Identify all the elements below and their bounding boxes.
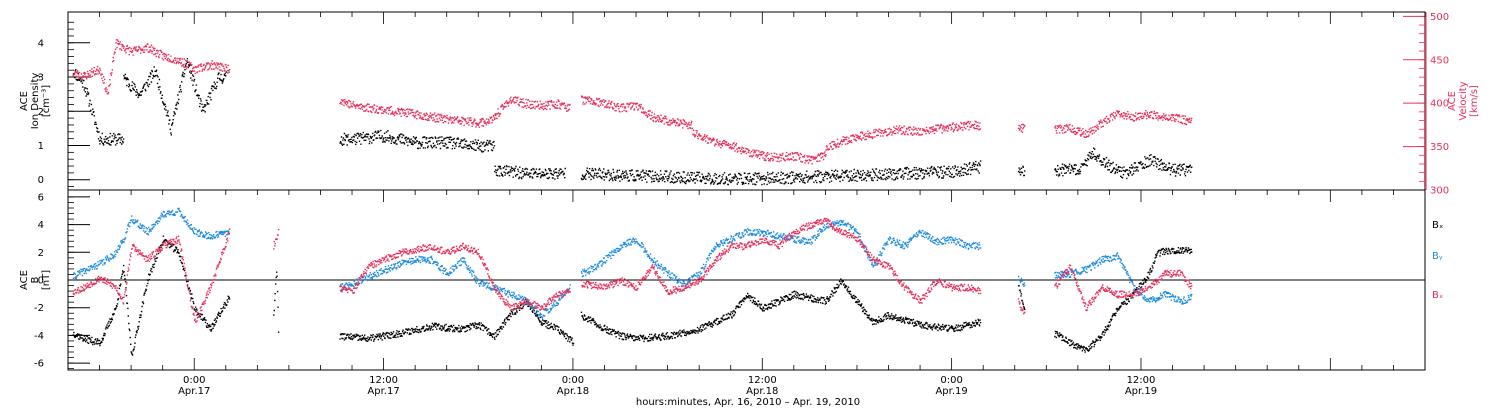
x-tick-time: 0:00	[940, 375, 962, 386]
x-tick-date: Apr.17	[367, 386, 399, 397]
velocity-axis-label: ACEVelocity[km/s]	[1447, 81, 1480, 120]
series-bz-segment-4	[1017, 298, 1026, 315]
x-tick-date: Apr.17	[178, 386, 210, 397]
series-density-segment-2	[339, 129, 496, 153]
x-tick-date: Apr.19	[935, 386, 967, 397]
velocity-tick-label: 400	[1430, 99, 1449, 110]
series-by-segment-4	[1054, 252, 1193, 305]
series-density-segment-4	[580, 160, 982, 186]
velocity-tick-label: 300	[1430, 186, 1449, 197]
field-tick-label: -6	[34, 359, 44, 370]
field-tick-label: 4	[38, 220, 44, 231]
density-tick-label: 4	[38, 38, 44, 49]
density-tick-label: 3	[38, 73, 44, 84]
series-velocity-segment-4	[691, 127, 827, 165]
field-label-line: ACE	[19, 270, 30, 290]
x-axis-label: hours:minutes, Apr. 16, 2010 – Apr. 19, …	[636, 397, 860, 408]
time-axis: 0:00Apr.1712:00Apr.170:00Apr.1812:00Apr.…	[67, 12, 1426, 397]
series-by	[72, 207, 1193, 319]
x-tick-time: 12:00	[748, 375, 777, 386]
x-tick-date: Apr.19	[1125, 386, 1157, 397]
series-density-segment-3	[494, 165, 566, 180]
x-tick-time: 0:00	[183, 375, 205, 386]
legend-bx: Bₓ	[1432, 220, 1443, 231]
series-bz	[72, 217, 1193, 323]
series-density-segment-5	[1017, 165, 1026, 177]
series-velocity-segment-6	[1017, 123, 1026, 133]
field-axis-label: ACEB[nT]	[19, 270, 52, 290]
legend-by: Bᵧ	[1432, 251, 1443, 262]
series-density-segment-6	[1054, 147, 1193, 180]
x-tick-time: 0:00	[562, 375, 584, 386]
density-axis-label: ACEIon Density[cm⁻³]	[19, 73, 52, 130]
series-velocity-segment-3	[580, 95, 693, 130]
legend-bz: Bₓ	[1432, 290, 1443, 301]
velocity-label-line: [km/s]	[1469, 85, 1480, 117]
series-bx-segment-3	[580, 278, 982, 343]
series-velocity-segment-2	[494, 96, 571, 120]
density-label-line: ACE	[19, 91, 30, 111]
series-bz-segment-2	[339, 242, 571, 311]
series-bz-segment-1	[273, 228, 280, 250]
series-velocity-segment-1	[339, 99, 496, 128]
series-bx-segment-0	[72, 235, 231, 356]
density-label-line: [cm⁻³]	[41, 85, 52, 117]
velocity-tick-label: 350	[1430, 142, 1449, 153]
top-panel-frame	[67, 11, 1426, 191]
velocity-tick-label: 500	[1430, 12, 1449, 23]
density-tick-label: 1	[38, 141, 44, 152]
series-by-segment-2	[580, 219, 982, 288]
series-bx	[72, 235, 1193, 356]
series-bx-segment-2	[339, 298, 575, 346]
series-velocity	[72, 39, 1193, 165]
x-tick-date: Apr.18	[746, 386, 778, 397]
velocity-axis-line	[1425, 12, 1427, 190]
series-bx-segment-4	[1017, 285, 1026, 311]
series-bz-segment-3	[580, 217, 982, 304]
series-density-segment-0	[72, 69, 125, 146]
density-tick-label: 0	[38, 175, 44, 186]
field-tick-label: 6	[38, 192, 44, 203]
series-bz-segment-0	[72, 228, 231, 323]
series-bx-segment-1	[273, 271, 280, 333]
series-velocity-segment-7	[1054, 110, 1193, 138]
series-velocity-segment-0	[72, 39, 231, 95]
density-label-line: Ion Density	[30, 73, 41, 130]
field-tick-label: 2	[38, 248, 44, 259]
field-label-line: [nT]	[41, 270, 52, 290]
x-tick-time: 12:00	[369, 375, 398, 386]
velocity-tick-label: 450	[1430, 55, 1449, 66]
series-bx-segment-5	[1054, 246, 1193, 353]
magnetic-field-panel: -6 -4 -2 0 2 4 6 ACEB[nT] Bₓ Bᵧ Bₓ	[19, 189, 1443, 371]
field-tick-label: -4	[34, 331, 44, 342]
density-tick-label: 2	[38, 107, 44, 118]
series-by-segment-3	[1017, 275, 1026, 287]
series-by-segment-1	[339, 255, 571, 319]
field-tick-label: -2	[34, 303, 44, 314]
x-tick-date: Apr.18	[557, 386, 589, 397]
velocity-label-line: Velocity	[1458, 81, 1469, 120]
x-tick-time: 12:00	[1127, 375, 1156, 386]
field-tick-label: 0	[38, 276, 44, 287]
field-label-line: B	[30, 276, 41, 283]
series-density	[72, 58, 1193, 186]
series-velocity-segment-5	[825, 120, 982, 151]
velocity-label-line: ACE	[1447, 91, 1458, 111]
